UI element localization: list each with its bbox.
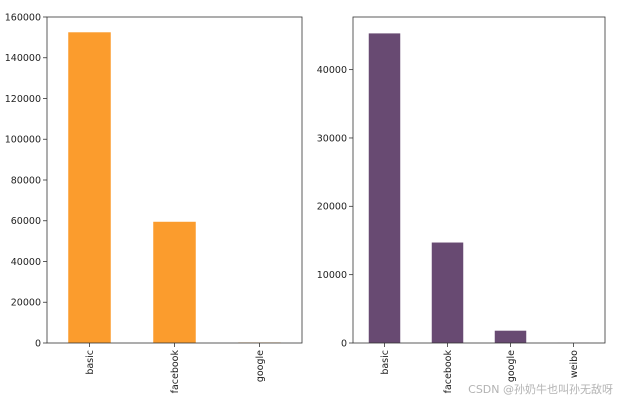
- x-tick-label-weibo: weibo: [569, 350, 580, 378]
- bar-facebook: [431, 242, 464, 343]
- y-tick-label: 0: [35, 338, 41, 349]
- y-tick-label: 30000: [317, 133, 347, 144]
- y-tick-label: 100000: [5, 135, 41, 146]
- bar-basic: [68, 32, 111, 343]
- axes-frame: [352, 16, 606, 344]
- y-tick-label: 160000: [5, 12, 41, 23]
- y-tick-label: 10000: [317, 270, 347, 281]
- y-tick-label: 40000: [11, 257, 41, 268]
- y-tick-label: 40000: [317, 65, 347, 76]
- x-tick-label-google: google: [255, 350, 266, 382]
- y-tick-label: 60000: [11, 216, 41, 227]
- x-tick-label-google: google: [506, 350, 517, 382]
- y-tick-label: 120000: [5, 94, 41, 105]
- x-tick-label-basic: basic: [85, 350, 96, 375]
- y-tick-label: 20000: [11, 298, 41, 309]
- bar-basic: [368, 33, 401, 344]
- y-tick-label: 140000: [5, 53, 41, 64]
- bar-facebook: [153, 221, 196, 343]
- y-tick-label: 80000: [11, 175, 41, 186]
- bar-google: [494, 330, 527, 343]
- y-tick-label: 20000: [317, 202, 347, 213]
- watermark-text: CSDN @孙奶牛也叫孙无敌呀: [468, 383, 613, 396]
- x-tick-label-facebook: facebook: [443, 350, 454, 394]
- x-tick-label-basic: basic: [380, 350, 391, 375]
- x-tick-label-facebook: facebook: [170, 350, 181, 394]
- y-tick-label: 0: [341, 338, 347, 349]
- chart-right-panel: 0 10000 20000 30000 40000 basic facebook google…: [317, 16, 606, 394]
- chart-left-panel: 0 20000 40000 60000 80000 100000 120000 140000 1…: [5, 12, 303, 394]
